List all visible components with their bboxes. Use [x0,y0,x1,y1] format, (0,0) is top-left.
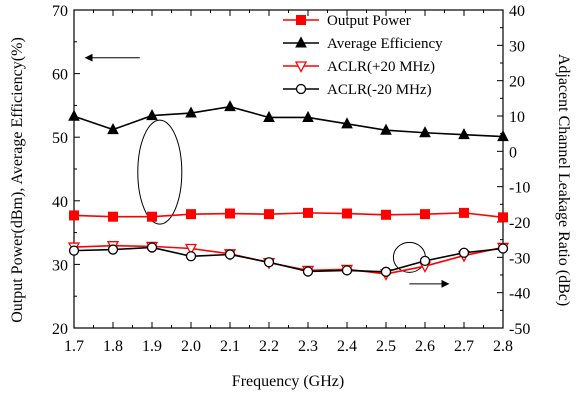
series-line-aclr-20-mhz [73,244,504,275]
efficiency-ellipse [137,119,183,225]
series-line-output-power [73,212,504,219]
x-tick-label: 2.2 [259,338,279,355]
legend-label: Output Power [327,13,411,29]
data-point-aclr-20-mhz [302,266,314,277]
legend-entry-average-efficiency: Average Efficiency [283,36,443,52]
x-axis-label: Frequency (GHz) [232,373,344,390]
data-point-average-efficiency [146,109,158,121]
data-point-output-power [225,208,235,219]
data-point-output-power [342,208,352,219]
data-point-output-power [381,209,391,220]
x-tick-label: 2.5 [376,338,396,355]
legend-marker [295,36,307,48]
data-point-average-efficiency [302,110,314,122]
legend-entry-aclr-20-mhz: ACLR(-20 MHz) [283,82,432,98]
data-point-aclr-20-mhz [184,243,198,256]
data-point-aclr-20-mhz [458,247,470,258]
data-point-output-power [303,207,313,218]
x-tick-label: 1.8 [103,338,123,355]
right-y-tick-label: 10 [509,109,525,126]
plot-axes: 1.7 1.8 1.9 2.0 2.1 2.2 2.3 2.4 2.5 2.6 2.7 2.8 20 30… [52,3,530,355]
chart-annotations [84,53,450,288]
left-y-tick-label: 40 [52,194,68,211]
series-line-aclr-20-mhz [73,246,504,273]
series-average-efficiency [68,100,509,142]
legend-label: ACLR(+20 MHz) [327,59,435,75]
x-tick-label: 2.0 [181,338,201,355]
data-point-average-efficiency [419,126,431,138]
x-tick-label: 1.9 [142,338,162,355]
legend-label: Average Efficiency [327,36,443,52]
x-tick-label: 2.1 [220,338,240,355]
data-point-average-efficiency [380,123,392,135]
data-point-average-efficiency [497,129,509,142]
x-tick-label: 2.8 [493,338,513,355]
left-axis-label: Output Power(dBm), Average Efficiency(%) [9,37,26,323]
data-point-average-efficiency [263,110,275,122]
series-aclr-20-mhz [67,241,510,281]
data-point-aclr-20-mhz [224,249,236,260]
x-tick-label: 2.4 [337,338,357,355]
series-layer [67,100,510,281]
data-point-average-efficiency [341,117,353,129]
data-point-aclr-20-mhz [263,257,275,268]
x-tick-label: 2.3 [298,338,318,355]
right-y-tick-label: -20 [509,215,530,232]
right-y-tick-label: 30 [509,38,525,55]
legend: Output Power Average Efficiency ACLR(+20 M… [283,13,443,98]
right-axis-label: Adjacent Channel Leakage Ratio (dBc) [555,54,572,306]
left-y-tick-label: 30 [52,257,68,274]
left-y-tick-label: 50 [52,130,68,147]
legend-marker [296,15,306,25]
x-tick-label: 2.7 [454,338,474,355]
data-point-output-power [147,211,157,222]
right-y-tick-label: -10 [509,180,530,197]
data-point-aclr-20-mhz [419,255,431,267]
right-y-tick-label: 20 [509,74,525,91]
right-y-tick-label: -50 [509,321,530,338]
right-y-tick-label: -40 [509,286,530,303]
series-aclr-20-mhz [68,242,509,277]
data-point-output-power [459,207,469,218]
legend-label: ACLR(-20 MHz) [327,82,432,98]
left-y-tick-label: 20 [52,321,68,338]
x-tick-label: 2.6 [415,338,435,355]
data-point-average-efficiency [224,100,236,112]
data-point-aclr-20-mhz [68,245,80,256]
data-point-output-power [108,211,118,222]
data-point-output-power [264,209,274,220]
legend-marker [294,61,308,73]
left-y-tick-label: 60 [52,67,68,84]
x-tick-label: 1.7 [64,338,84,355]
series-line-average-efficiency [73,105,504,138]
data-point-aclr-20-mhz [185,251,197,262]
right-y-tick-label: 0 [509,144,517,161]
data-point-aclr-20-mhz [146,242,158,253]
legend-entry-aclr-20-mhz: ACLR(+20 MHz) [283,59,435,75]
data-point-output-power [186,209,196,220]
series-output-power [69,207,508,223]
legend-entry-output-power: Output Power [283,13,411,29]
data-point-average-efficiency [68,109,80,121]
data-point-average-efficiency [458,128,470,140]
data-point-aclr-20-mhz [341,265,353,276]
data-point-aclr-20-mhz [380,266,392,277]
right-y-tick-label: 40 [509,3,525,20]
right-y-tick-label: -30 [509,250,530,267]
legend-marker [295,83,307,95]
data-point-aclr-20-mhz [497,243,509,254]
data-point-average-efficiency [107,122,119,135]
data-point-aclr-20-mhz [107,244,119,255]
data-point-average-efficiency [185,106,197,118]
data-point-output-power [420,209,430,220]
data-point-output-power [69,210,79,221]
left-y-tick-label: 70 [52,3,68,20]
data-point-output-power [498,212,508,223]
